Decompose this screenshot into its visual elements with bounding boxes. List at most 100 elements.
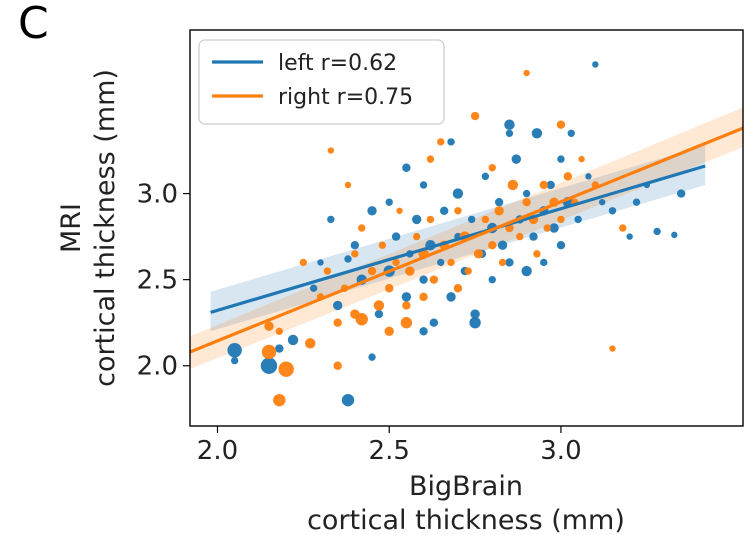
point-s1-57 xyxy=(609,345,616,352)
y-tick-label-0: 2.0 xyxy=(137,352,178,382)
point-s1-64 xyxy=(344,181,352,189)
point-s1-17 xyxy=(385,284,394,293)
x-tick-label-0: 2.0 xyxy=(197,436,238,466)
point-s0-40 xyxy=(505,258,514,267)
point-s1-11 xyxy=(351,250,359,258)
point-s1-36 xyxy=(481,215,490,224)
point-s0-68 xyxy=(402,163,411,172)
point-s0-56 xyxy=(585,173,592,180)
point-s0-18 xyxy=(401,292,412,302)
point-s0-67 xyxy=(469,316,481,329)
point-s0-34 xyxy=(481,172,490,181)
point-s1-43 xyxy=(516,232,524,241)
point-s0-9 xyxy=(332,300,343,311)
point-s1-38 xyxy=(488,164,496,172)
point-s0-1 xyxy=(230,356,239,365)
point-s0-45 xyxy=(529,232,538,241)
point-s0-51 xyxy=(557,155,565,163)
point-s0-39 xyxy=(505,129,514,138)
point-s1-18 xyxy=(392,258,400,267)
point-s0-49 xyxy=(546,180,555,190)
point-s1-62 xyxy=(299,258,308,267)
point-s1-8 xyxy=(333,318,342,327)
y-axis-ticks: 2.0 2.5 3.0 xyxy=(137,180,190,382)
point-s0-3 xyxy=(275,344,284,353)
point-s1-21 xyxy=(405,266,415,276)
point-s1-2 xyxy=(278,361,294,377)
legend-label-0: left r=0.62 xyxy=(278,51,397,76)
y-axis-label-line-1: cortical thickness (mm) xyxy=(90,69,121,387)
point-s0-6 xyxy=(309,284,318,292)
x-tick-label-2: 3.0 xyxy=(540,436,581,466)
point-s1-1 xyxy=(273,393,286,407)
point-s1-0 xyxy=(261,344,277,360)
data-points xyxy=(227,61,686,407)
point-s0-32 xyxy=(470,309,480,319)
point-s1-25 xyxy=(426,215,435,224)
point-s0-31 xyxy=(467,215,476,224)
regression-line-0 xyxy=(210,164,706,314)
point-s1-59 xyxy=(400,316,413,329)
point-s0-14 xyxy=(374,309,384,319)
point-s1-42 xyxy=(507,179,519,191)
point-s0-5 xyxy=(341,393,355,407)
point-s0-27 xyxy=(446,292,456,302)
y-tick-label-2: 3.0 xyxy=(137,180,178,210)
point-s0-55 xyxy=(574,215,582,224)
point-s1-55 xyxy=(578,155,585,163)
point-s1-44 xyxy=(522,197,531,207)
x-axis-label-line-1: cortical thickness (mm) xyxy=(307,505,625,535)
point-s1-26 xyxy=(429,275,439,284)
point-s0-64 xyxy=(671,231,678,239)
point-s0-70 xyxy=(368,353,376,361)
point-s1-4 xyxy=(275,327,284,336)
point-s1-63 xyxy=(426,155,435,163)
point-s0-44 xyxy=(522,189,531,198)
point-s0-11 xyxy=(350,241,360,250)
point-s0-24 xyxy=(429,318,439,327)
point-s0-69 xyxy=(419,327,428,336)
panel-label: C xyxy=(18,0,49,49)
point-s0-20 xyxy=(411,214,422,225)
point-s0-21 xyxy=(419,275,428,284)
point-s0-36 xyxy=(488,275,496,284)
point-s0-63 xyxy=(653,227,661,236)
point-s0-58 xyxy=(598,198,606,206)
point-s0-54 xyxy=(567,129,575,138)
x-tick-label-1: 2.5 xyxy=(369,436,410,466)
point-s1-49 xyxy=(543,224,551,232)
point-s1-34 xyxy=(470,111,480,121)
point-s0-48 xyxy=(540,258,548,267)
point-s1-30 xyxy=(453,284,463,293)
point-s1-12 xyxy=(358,224,366,232)
point-s1-48 xyxy=(539,180,548,190)
point-s0-46 xyxy=(531,128,543,139)
plot-frame xyxy=(189,29,744,427)
point-s1-29 xyxy=(447,258,455,267)
point-s0-60 xyxy=(626,233,633,240)
y-axis-label-line-0: MRI xyxy=(56,203,87,253)
point-s1-45 xyxy=(523,69,530,77)
point-s1-53 xyxy=(563,172,573,181)
point-s0-71 xyxy=(447,138,455,146)
point-s0-66 xyxy=(504,119,515,130)
point-s0-16 xyxy=(385,198,393,206)
point-s1-37 xyxy=(488,241,497,250)
point-s1-19 xyxy=(396,207,403,214)
point-s1-16 xyxy=(384,326,394,337)
point-s0-61 xyxy=(632,198,641,206)
regression-lines xyxy=(189,126,744,354)
point-s0-13 xyxy=(367,206,377,216)
point-s1-65 xyxy=(327,147,335,154)
point-s1-61 xyxy=(333,361,342,370)
point-s1-27 xyxy=(437,138,445,146)
point-s1-20 xyxy=(402,301,411,310)
point-s1-15 xyxy=(378,241,387,249)
point-s1-5 xyxy=(305,338,316,349)
point-s1-39 xyxy=(494,206,504,216)
point-s0-10 xyxy=(344,255,352,263)
point-s0-17 xyxy=(391,232,401,241)
point-s0-38 xyxy=(497,240,508,250)
point-s0-26 xyxy=(439,206,449,215)
